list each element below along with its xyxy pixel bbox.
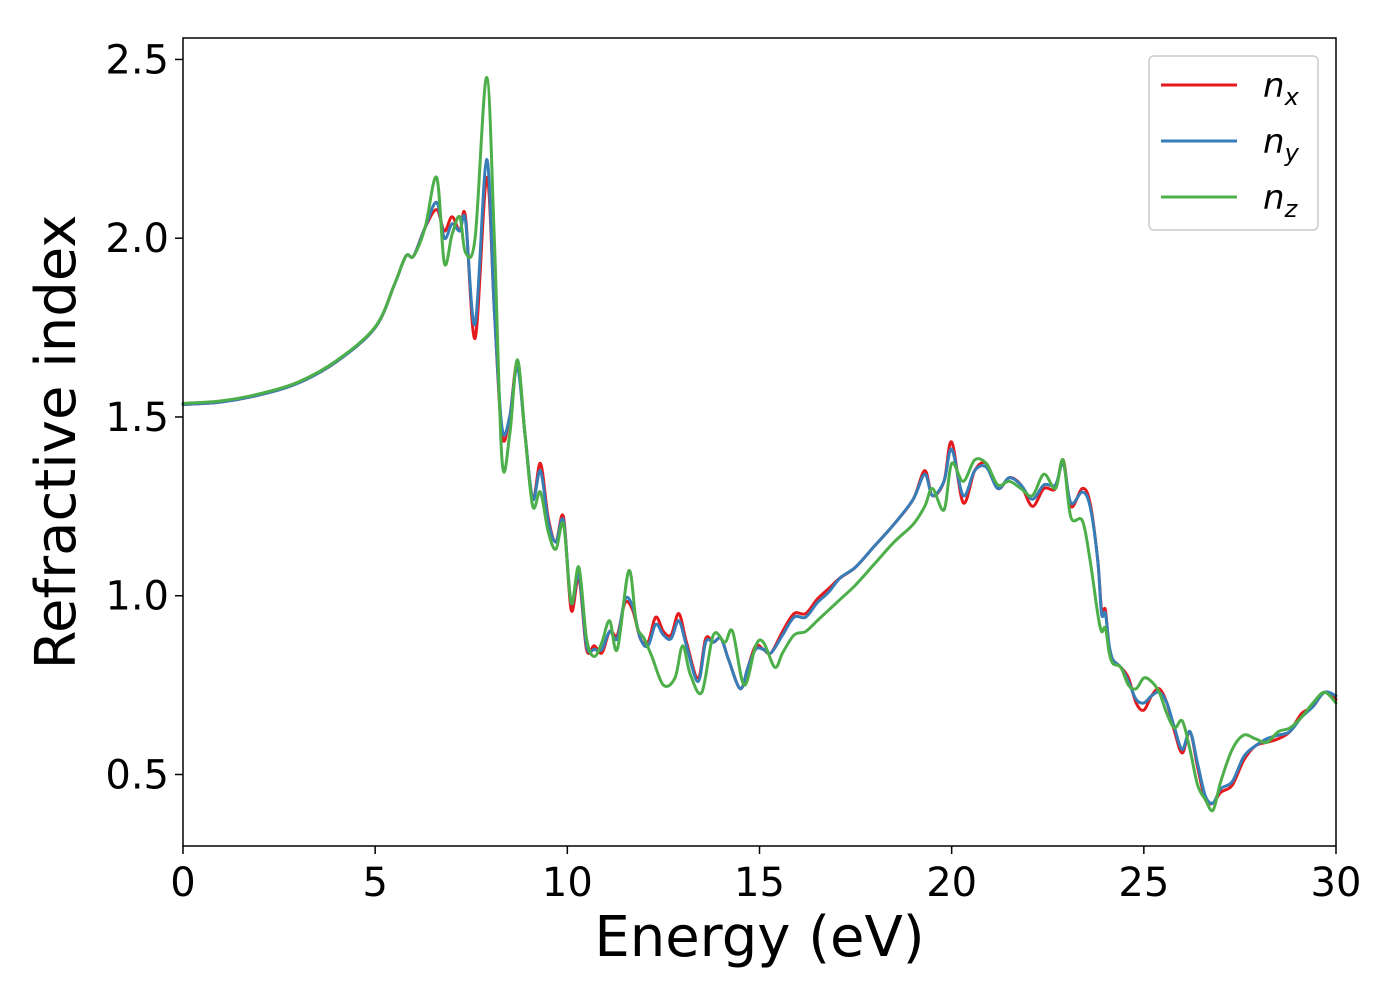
legend-label-z: nz	[1263, 178, 1299, 223]
legend: nx ny nz	[1148, 55, 1319, 231]
legend-label-x: nx	[1263, 66, 1300, 111]
x-axis-ticks: 0 5 10 15 20 25 30	[170, 846, 1361, 906]
series-line-z	[181, 75, 1338, 813]
x-tick-label: 0	[170, 860, 195, 906]
x-tick-label: 25	[1118, 860, 1169, 906]
y-axis-ticks: 0.5 1.0 1.5 2.0 2.5	[105, 37, 183, 798]
series-layer	[181, 75, 1338, 813]
legend-label-y: ny	[1263, 122, 1300, 167]
y-tick-label: 2.5	[105, 37, 169, 83]
y-axis-title: Refractive index	[24, 215, 89, 670]
x-tick-label: 10	[542, 860, 593, 906]
series-line-y	[181, 158, 1338, 805]
x-tick-label: 30	[1311, 860, 1362, 906]
x-tick-label: 15	[734, 860, 785, 906]
y-tick-label: 0.5	[105, 752, 169, 798]
y-tick-label: 1.0	[105, 574, 169, 620]
x-tick-label: 5	[362, 860, 387, 906]
legend-box	[1148, 55, 1319, 231]
y-tick-label: 1.5	[105, 395, 169, 441]
y-tick-label: 2.0	[105, 216, 169, 262]
x-tick-label: 20	[926, 860, 977, 906]
x-axis-title: Energy (eV)	[594, 905, 924, 970]
